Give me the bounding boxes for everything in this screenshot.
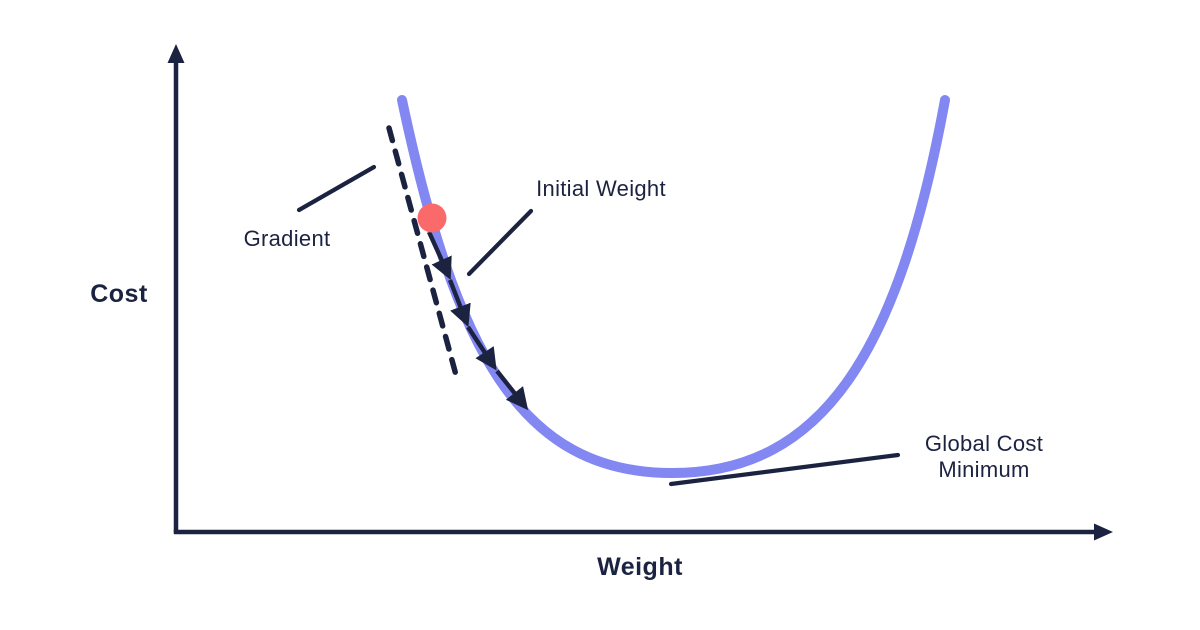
descent-arrow-4 — [495, 369, 529, 411]
descent-arrow-2 — [447, 279, 471, 328]
global-minimum-label: Global Cost Minimum — [925, 431, 1043, 482]
global-minimum-label-line1: Global Cost — [925, 431, 1043, 456]
x-axis-arrowhead-icon — [1094, 523, 1113, 541]
gradient-label: Gradient — [244, 226, 331, 251]
y-axis — [167, 44, 185, 533]
gradient-pointer-line — [296, 164, 377, 213]
descent-step-arrows — [426, 231, 529, 411]
global-minimum-label-line2: Minimum — [938, 457, 1029, 482]
x-axis — [173, 523, 1113, 541]
x-axis-label: Weight — [597, 553, 683, 581]
initial-weight-point — [417, 203, 447, 233]
descent-arrow-1 — [426, 231, 452, 281]
gradient-tangent-line — [386, 125, 459, 378]
y-axis-arrowhead-icon — [167, 44, 185, 63]
y-axis-label: Cost — [90, 280, 148, 308]
initial-weight-pointer-line — [466, 208, 534, 277]
cost-curve — [397, 95, 950, 479]
initial-weight-label: Initial Weight — [536, 176, 666, 201]
descent-arrow-3 — [466, 325, 497, 371]
global-minimum-pointer-line — [668, 452, 901, 487]
